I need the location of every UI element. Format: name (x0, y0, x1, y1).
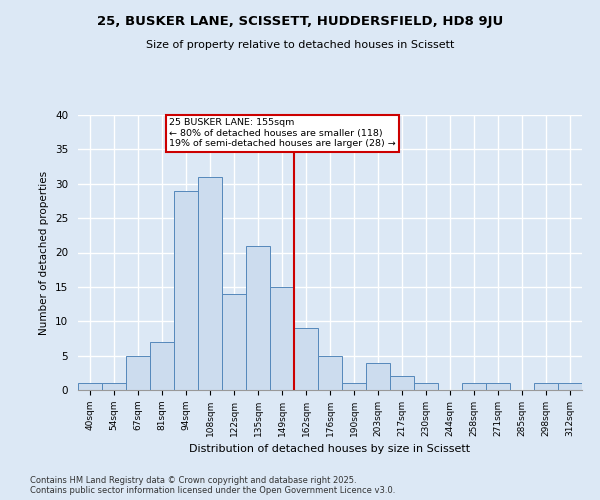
X-axis label: Distribution of detached houses by size in Scissett: Distribution of detached houses by size … (190, 444, 470, 454)
Bar (534, 383, 558, 390)
Text: 25, BUSKER LANE, SCISSETT, HUDDERSFIELD, HD8 9JU: 25, BUSKER LANE, SCISSETT, HUDDERSFIELD,… (97, 15, 503, 28)
Bar (126, 356, 150, 390)
Text: 25 BUSKER LANE: 155sqm
← 80% of detached houses are smaller (118)
19% of semi-de: 25 BUSKER LANE: 155sqm ← 80% of detached… (169, 118, 396, 148)
Bar (390, 376, 414, 390)
Bar (558, 383, 582, 390)
Y-axis label: Number of detached properties: Number of detached properties (40, 170, 49, 334)
Bar (150, 342, 174, 390)
Bar (342, 383, 366, 390)
Bar (414, 383, 438, 390)
Bar (294, 328, 318, 390)
Bar (270, 287, 294, 390)
Bar (318, 356, 342, 390)
Text: Contains HM Land Registry data © Crown copyright and database right 2025.
Contai: Contains HM Land Registry data © Crown c… (30, 476, 395, 495)
Bar (246, 246, 270, 390)
Bar (102, 383, 126, 390)
Bar (78, 383, 102, 390)
Bar (366, 362, 390, 390)
Bar (174, 190, 198, 390)
Bar (462, 383, 486, 390)
Bar (222, 294, 246, 390)
Text: Size of property relative to detached houses in Scissett: Size of property relative to detached ho… (146, 40, 454, 50)
Bar (198, 177, 222, 390)
Bar (486, 383, 510, 390)
